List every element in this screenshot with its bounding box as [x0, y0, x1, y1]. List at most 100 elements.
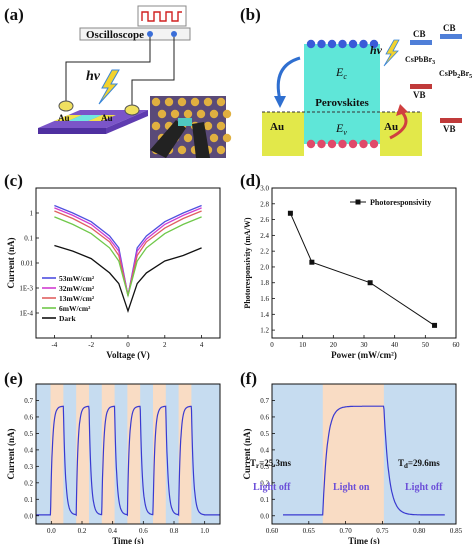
x-tick-label: 1.0 — [200, 527, 209, 535]
oscilloscope-label: Oscilloscope — [86, 29, 144, 41]
cb-label-right: CB — [443, 23, 456, 33]
y-tick-label: 0.3 — [260, 463, 269, 471]
y-tick-label: 2.0 — [260, 263, 269, 271]
panel-f-annotations: Tr=25.3ms Td=29.6ms Light off Light on L… — [250, 458, 443, 493]
responsivity-line — [289, 213, 435, 326]
micrograph-dot — [216, 145, 226, 155]
electron-row — [306, 39, 379, 49]
micrograph-dot — [157, 109, 167, 119]
y-tick-label: 0.1 — [24, 235, 33, 243]
electron — [317, 39, 326, 49]
au-right-label: Au — [384, 121, 398, 133]
x-tick-label: 2 — [163, 341, 167, 349]
probe-tip-left — [58, 100, 74, 112]
micrograph-dot — [164, 97, 174, 107]
micrograph-dot — [222, 133, 232, 143]
micrograph-dot — [216, 97, 226, 107]
y-tick-label: 1.2 — [260, 327, 269, 335]
y-axis-label: Current (nA) — [242, 428, 252, 479]
x-tick-label: -4 — [51, 341, 57, 349]
y-tick-label: 0.7 — [24, 397, 33, 405]
cb-label-left: CB — [413, 29, 426, 39]
micrograph-dot — [190, 97, 200, 107]
micrograph-probe-2 — [192, 122, 210, 158]
panel-e-label: (e) — [4, 369, 23, 388]
light-on-band — [152, 384, 166, 524]
x-tick-label: 0.60 — [266, 527, 279, 535]
light-on-band — [50, 384, 64, 524]
x-tick-label: 0 — [270, 341, 274, 349]
y-tick-label: 1 — [30, 210, 34, 218]
x-axis-label: Power (mW/cm²) — [331, 350, 397, 360]
substrate-front — [38, 128, 106, 134]
legend-label: 32mW/cm² — [59, 284, 95, 293]
light-on-band — [76, 384, 89, 524]
x-axis-label: Time (s) — [348, 536, 380, 544]
au-left-label: Au — [270, 121, 284, 133]
micrograph-dot — [216, 121, 226, 131]
x-axis-label: Time (s) — [112, 536, 144, 544]
electron — [338, 39, 347, 49]
y-tick-label: 3.0 — [260, 185, 269, 193]
switching-curve — [36, 405, 220, 517]
y-tick-label: 1.8 — [260, 279, 269, 287]
au-right — [380, 112, 422, 156]
x-tick-label: -2 — [88, 341, 94, 349]
chart-iv-curves: -4 -2 0 2 4 1E-4 1E-3 0.01 0.1 1 Voltage (V) Curren… — [6, 187, 221, 360]
x-tick-label: 0.75 — [376, 527, 389, 535]
x-tick-label: 60 — [453, 341, 461, 349]
micrograph-dot — [209, 133, 219, 143]
micrograph-dot — [151, 97, 161, 107]
channel — [68, 115, 102, 121]
micrograph-probe-1 — [150, 120, 186, 158]
y-tick-label: 1.6 — [260, 295, 269, 303]
micrograph-dot — [177, 145, 187, 155]
y-tick-label: 0.7 — [260, 397, 269, 405]
panel-a: (a) Oscilloscope hv Au Au — [4, 5, 232, 158]
x-tick-label: 0.6 — [139, 527, 148, 535]
axes-frame — [271, 187, 457, 339]
micrograph-dot — [170, 109, 180, 119]
y-tick-label: 0.0 — [24, 512, 33, 520]
y-tick-label: 0.2 — [260, 479, 269, 487]
light-on-band — [101, 384, 115, 524]
y-tick-label: 1.4 — [260, 311, 269, 319]
micrograph-channel — [178, 118, 192, 126]
y-axis-label: Current (nA) — [6, 428, 16, 479]
material-label: Perovskites — [315, 97, 369, 109]
light-on-band — [178, 384, 192, 524]
hole — [348, 139, 358, 149]
micrograph-dot — [177, 97, 187, 107]
x-tick-label: 0.4 — [108, 527, 117, 535]
electron — [327, 39, 337, 49]
x-tick-label: 0.80 — [413, 527, 426, 535]
x-tick-label: 0.85 — [450, 527, 463, 535]
single-cycle-curve — [283, 405, 445, 516]
vb-bar-right — [440, 118, 462, 123]
light-off-left-label: Light off — [253, 482, 291, 493]
micrograph-dot — [222, 109, 232, 119]
y-tick-label: 2.6 — [260, 216, 269, 224]
y-tick-label: 0.2 — [24, 479, 33, 487]
lightning-icon-b — [383, 39, 400, 67]
rise-time-label: Tr=25.3ms — [250, 458, 292, 470]
y-tick-label: 0.3 — [24, 463, 33, 471]
micrograph-dot — [196, 109, 206, 119]
axes-frame — [271, 383, 457, 525]
hole — [359, 139, 368, 149]
x-tick-label: 30 — [361, 341, 369, 349]
chart-photoresponsivity: 0 10 20 30 40 50 60 1.2 1.4 1.6 1.8 2.0 2.2 2.4 2.6 2.8… — [243, 185, 460, 361]
probe-terminal-right — [171, 31, 177, 37]
light-on-band — [127, 384, 141, 524]
y-tick-label: 0.5 — [24, 430, 33, 438]
electron — [348, 39, 358, 49]
y-tick-label: 2.8 — [260, 200, 269, 208]
x-tick-label: 0 — [126, 341, 130, 349]
panel-b-hv: hv — [370, 43, 383, 57]
chart-single-cycle: 0.60 0.65 0.70 0.75 0.80 0.85 0.0 0.1 0.2 0.3 0.4 0… — [242, 383, 463, 546]
oscilloscope-panel — [79, 27, 191, 41]
panel-b: (b) Ec Perovskites Ev Au Au hv CB VB CB … — [240, 5, 472, 156]
legend-label: 6mW/cm² — [59, 304, 91, 313]
decay-time-label: Td=29.6ms — [398, 458, 440, 470]
